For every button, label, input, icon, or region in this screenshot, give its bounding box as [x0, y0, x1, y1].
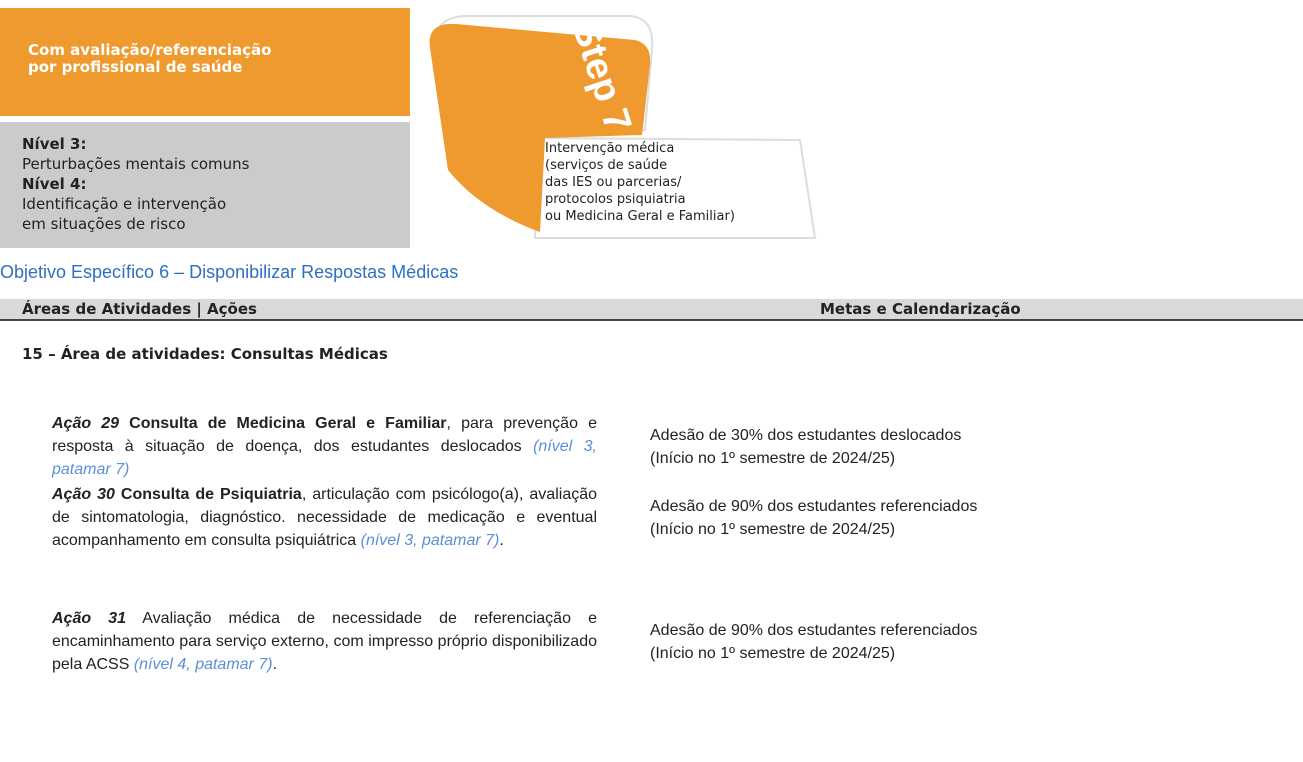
action-text: Ação 30 [52, 486, 115, 503]
area-title: 15 – Área de atividades: Consultas Médic… [22, 345, 388, 363]
table-row: Ação 31 Avaliação médica de necessidade … [52, 607, 1152, 676]
column-header: Metas e Calendarização [820, 300, 1021, 318]
target-line: (Início no 1º semestre de 2024/25) [650, 644, 896, 662]
action: Ação 30 Consulta de Psiquiatria, articul… [52, 483, 597, 552]
level-line: em situações de risco [22, 215, 186, 233]
step-text-line: ou Medicina Geral e Familiar) [545, 209, 735, 224]
step-text-line: Intervenção médica [545, 141, 675, 156]
target: Adesão de 90% dos estudantes referenciad… [650, 495, 977, 541]
action-text: Consulta de Psiquiatria [114, 486, 302, 503]
action-text: (nível 3, patamar 7) [52, 438, 597, 478]
step-graphic: Step 7 [429, 15, 817, 239]
target: Adesão de 30% dos estudantes deslocados (… [650, 424, 961, 470]
action: Ação 29 Consulta de Medicina Geral e Fam… [52, 412, 597, 481]
target-line: Adesão de 90% dos estudantes referenciad… [650, 497, 978, 515]
action-text: Ação 31 [52, 610, 127, 627]
action-text: (nível 3, patamar 7) [360, 532, 500, 549]
table-row: Ação 29 Consulta de Medicina Geral e Fam… [52, 412, 1152, 481]
action-text: . [499, 532, 504, 549]
action-text: . [272, 656, 278, 673]
action: Ação 31 Avaliação médica de necessidade … [52, 607, 597, 676]
box-title-line: por profissional de saúde [28, 58, 243, 76]
table-header: Áreas de Atividades | Ações Metas e Cale… [0, 299, 1303, 321]
table-row: Ação 30 Consulta de Psiquiatria, articul… [52, 483, 1152, 552]
action-text: , para prevenção e resposta à situação d… [52, 415, 598, 455]
level-line: Nível 4: [22, 175, 87, 193]
step-text-line: das IES ou parcerias/ [545, 175, 682, 190]
action-text: Ação 29 [52, 415, 120, 432]
step-description: Intervenção médica (serviços de saúde das … [545, 140, 735, 225]
action-text: , articulação com psicólogo(a), avaliaçã… [52, 486, 598, 549]
level-line: Identificação e intervenção [22, 195, 227, 213]
level-line: Nível 3: [22, 135, 87, 153]
action-text: Consulta de Medicina Geral e Familiar [119, 415, 447, 432]
target-line: (Início no 1º semestre de 2024/25) [650, 449, 896, 467]
target: Adesão de 90% dos estudantes referenciad… [650, 619, 977, 665]
target-line: Adesão de 90% dos estudantes referenciad… [650, 621, 978, 639]
target-line: (Início no 1º semestre de 2024/25) [650, 520, 896, 538]
section-title: Objetivo Específico 6 – Disponibilizar R… [0, 262, 459, 282]
levels-box: Nível 3: Perturbações mentais comuns Nível… [0, 122, 410, 248]
target-line: Adesão de 30% dos estudantes deslocados [650, 426, 962, 444]
step-text-line: protocolos psiquiatria [545, 192, 686, 207]
action-text: Avaliação médica de necessidade de refer… [52, 610, 597, 673]
step-text-line: (serviços de saúde [545, 158, 668, 173]
box-title-line: Com avaliação/referenciação [28, 41, 272, 59]
column-header: Áreas de Atividades | Ações [22, 300, 257, 318]
referral-box: Com avaliação/referenciação por profissio… [0, 8, 410, 116]
action-text: (nível 4, patamar 7) [133, 656, 273, 673]
level-line: Perturbações mentais comuns [22, 155, 250, 173]
